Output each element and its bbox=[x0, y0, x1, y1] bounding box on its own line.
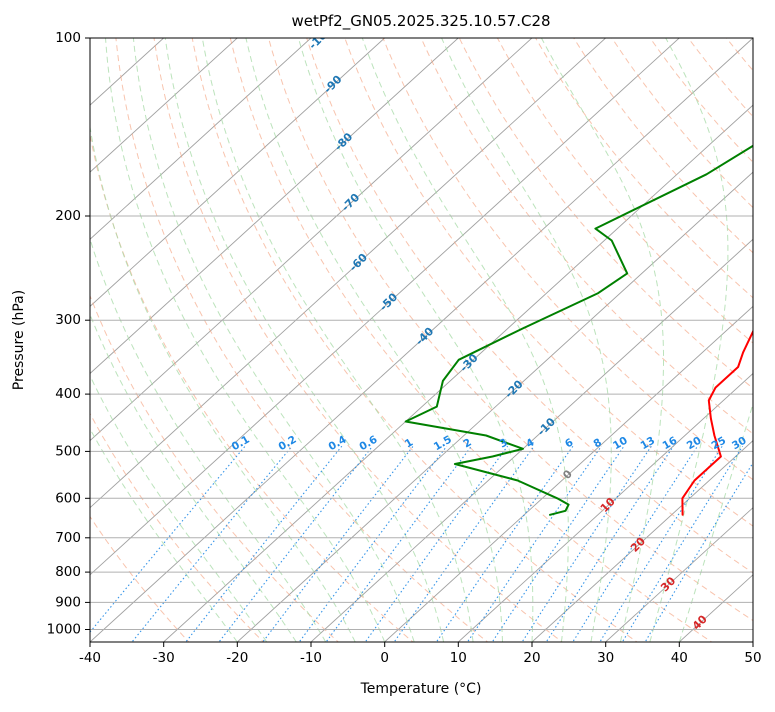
y-tick-label: 800 bbox=[55, 564, 81, 580]
y-tick-label: 200 bbox=[55, 208, 81, 224]
x-tick-label: 20 bbox=[523, 650, 540, 666]
x-tick-label: -30 bbox=[153, 650, 175, 666]
x-tick-label: -20 bbox=[226, 650, 248, 666]
x-tick-label: 50 bbox=[744, 650, 761, 666]
x-tick-label: -40 bbox=[79, 650, 101, 666]
x-tick-label: -10 bbox=[300, 650, 322, 666]
x-axis-label: Temperature (°C) bbox=[360, 681, 482, 697]
y-tick-label: 1000 bbox=[47, 622, 81, 638]
y-tick-label: 900 bbox=[55, 594, 81, 610]
y-tick-label: 400 bbox=[55, 386, 81, 402]
y-tick-label: 500 bbox=[55, 443, 81, 459]
y-tick-label: 100 bbox=[55, 30, 81, 46]
y-tick-label: 600 bbox=[55, 490, 81, 506]
y-tick-label: 700 bbox=[55, 530, 81, 546]
x-tick-label: 10 bbox=[450, 650, 467, 666]
y-axis-label: Pressure (hPa) bbox=[11, 290, 27, 390]
x-tick-label: 30 bbox=[597, 650, 614, 666]
x-tick-label: 40 bbox=[671, 650, 688, 666]
y-tick-label: 300 bbox=[55, 312, 81, 328]
x-tick-label: 0 bbox=[380, 650, 389, 666]
chart-title: wetPf2_GN05.2025.325.10.57.C28 bbox=[291, 12, 550, 31]
